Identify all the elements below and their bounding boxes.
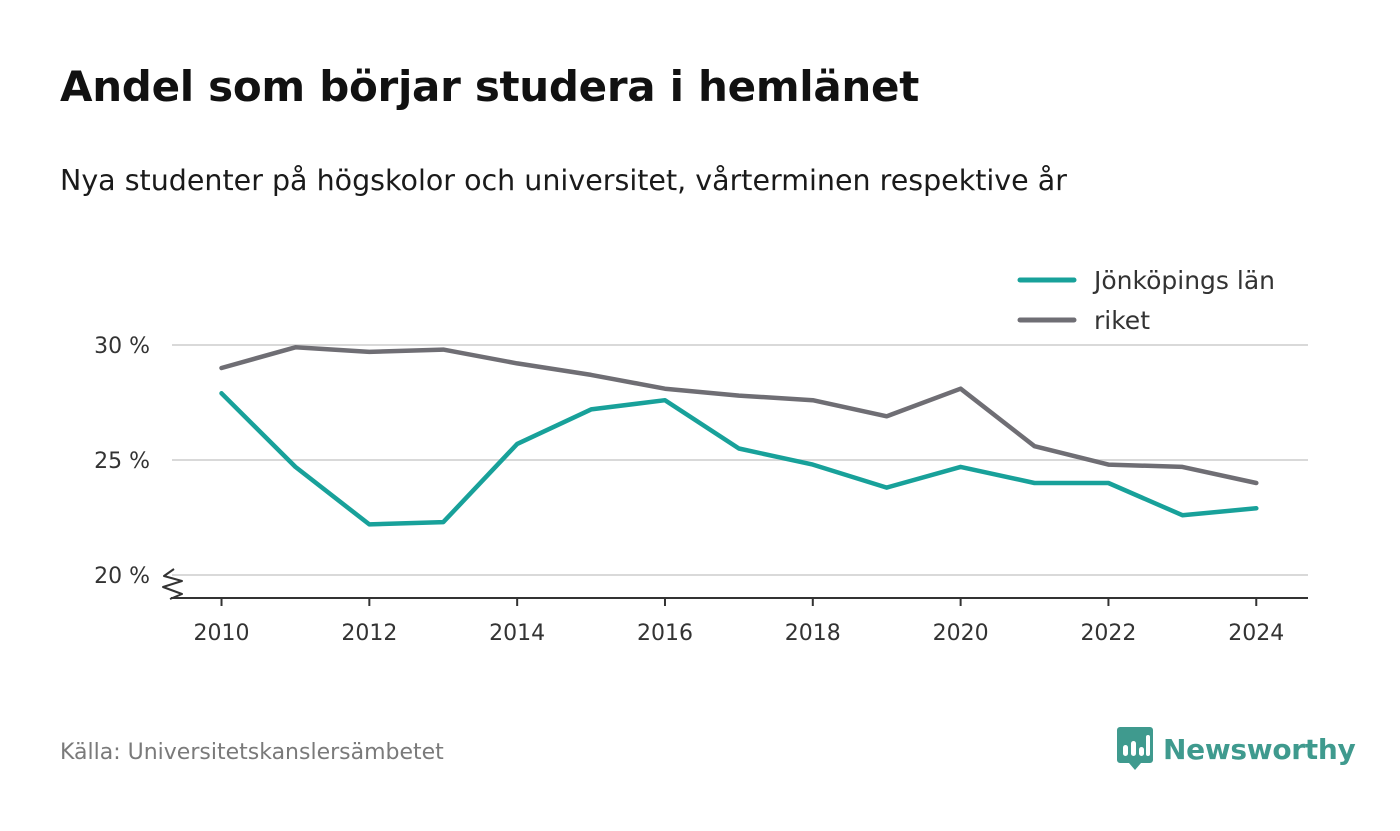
brand-name: Newsworthy [1163, 732, 1356, 766]
series-line-riket [219, 345, 1259, 486]
brand-logo: Newsworthy [1117, 727, 1356, 771]
x-tick-label: 2010 [194, 621, 250, 646]
x-tick-label: 2024 [1228, 621, 1284, 646]
legend-label: Jönköpings län [1092, 266, 1275, 295]
legend-background [1008, 256, 1308, 342]
y-tick-label: 20 % [94, 564, 150, 589]
x-tick-label: 2020 [933, 621, 989, 646]
x-tick-label: 2016 [637, 621, 693, 646]
legend-label: riket [1094, 306, 1150, 335]
line-chart: 20 % 25 % 30 % 2010 2012 2014 2016 2018 2020 202… [94, 256, 1308, 646]
chart-title: Andel som börjar studera i hemlänet [60, 62, 919, 111]
source-note: Källa: Universitetskanslersämbetet [60, 740, 444, 765]
gridlines [172, 344, 1308, 576]
series-lines [219, 345, 1259, 527]
axis-break-icon [162, 568, 183, 600]
newsworthy-logo-icon [1117, 727, 1153, 770]
x-tick-label: 2018 [785, 621, 841, 646]
x-tick-label: 2022 [1080, 621, 1136, 646]
x-tick-label: 2012 [341, 621, 397, 646]
x-axis: 2010 2012 2014 2016 2018 2020 2022 2024 [172, 597, 1308, 646]
chart-subtitle: Nya studenter på högskolor och universit… [60, 164, 1067, 197]
y-axis: 20 % 25 % 30 % [94, 334, 183, 600]
legend: Jönköpings län riket [1008, 256, 1308, 342]
x-tick-label: 2014 [489, 621, 545, 646]
y-tick-label: 25 % [94, 449, 150, 474]
series-line-j-nk-pings-l-n [219, 391, 1259, 527]
y-tick-label: 30 % [94, 334, 150, 359]
